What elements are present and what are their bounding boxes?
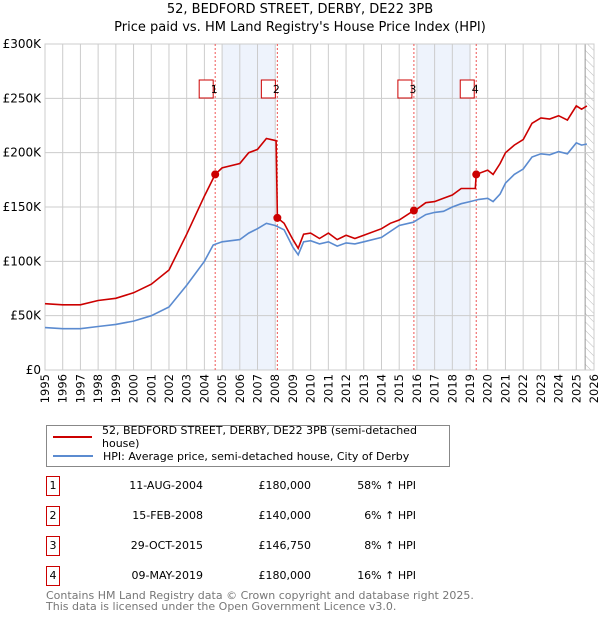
x-tick-label: 2016 <box>410 374 424 403</box>
x-tick-label: 1999 <box>109 374 123 403</box>
plot-border <box>44 43 595 371</box>
sale-number: 2 <box>46 506 60 526</box>
sale-number-box <box>260 79 276 99</box>
sale-price: £180,000 <box>258 479 312 492</box>
x-tick-label: 2025 <box>569 374 583 403</box>
x-tick-label: 2009 <box>286 374 300 403</box>
sale-number-label: 3 <box>409 83 416 96</box>
x-tick-label: 1997 <box>73 374 87 403</box>
x-tick-label: 1995 <box>38 374 52 403</box>
y-tick-label: £150K <box>3 200 43 214</box>
plot-area: 1995 1996 1997 1998 1999 2000 2001 2002 2003 2004… <box>3 37 600 403</box>
sale-number-label: 2 <box>273 83 280 96</box>
sale-hpi-change: 8% ↑ HPI <box>364 539 416 552</box>
sale-row: 4 09-MAY-2019 £180,000 16% ↑ HPI <box>46 566 600 586</box>
x-tick-label: 2006 <box>233 374 247 403</box>
sale-date: 29-OCT-2015 <box>130 539 203 552</box>
x-tick-label: 2007 <box>251 374 265 403</box>
x-tick-label: 2000 <box>127 374 141 403</box>
sale-hpi-change: 58% ↑ HPI <box>357 479 416 492</box>
x-tick-label: 1996 <box>56 374 70 403</box>
legend-label-property: 52, BEDFORD STREET, DERBY, DE22 3PB (sem… <box>102 424 417 450</box>
x-tick-label: 2026 <box>587 374 600 403</box>
x-tick-label: 2014 <box>374 374 388 403</box>
y-tick-label: £100K <box>3 254 43 268</box>
x-tick-label: 2008 <box>268 374 282 403</box>
x-tick-label: 2020 <box>481 374 495 403</box>
x-tick-label: 2012 <box>339 374 353 403</box>
sale-row: 1 11-AUG-2004 £180,000 58% ↑ HPI <box>46 476 600 496</box>
sale-number: 4 <box>46 566 60 586</box>
legend: 52, BEDFORD STREET, DERBY, DE22 3PB (sem… <box>46 424 450 467</box>
sale-row: 3 29-OCT-2015 £146,750 8% ↑ HPI <box>46 536 600 556</box>
sale-price: £146,750 <box>258 539 312 552</box>
property-price-line <box>44 104 588 306</box>
sale-number-box <box>397 79 413 99</box>
sale-date: 09-MAY-2019 <box>131 569 203 582</box>
x-tick-label: 2017 <box>428 374 442 403</box>
sale-number: 1 <box>46 476 60 496</box>
sale-hpi-change: 6% ↑ HPI <box>364 509 416 522</box>
sale-hpi-change: 16% ↑ HPI <box>357 569 416 582</box>
sale-marker <box>409 206 418 215</box>
x-tick-label: 2005 <box>215 374 229 403</box>
x-tick-label: 2003 <box>180 374 194 403</box>
sale-number-box <box>198 79 214 99</box>
footer-copyright: Contains HM Land Registry data © Crown c… <box>46 589 474 602</box>
y-tick-label: £300K <box>3 37 43 51</box>
x-tick-label: 2011 <box>321 374 335 403</box>
sale-date: 11-AUG-2004 <box>129 479 203 492</box>
x-tick-label: 2018 <box>445 374 459 403</box>
sale-marker <box>472 170 481 179</box>
legend-blue-line <box>53 455 93 457</box>
sale-number-label: 1 <box>211 83 218 96</box>
legend-label-hpi: HPI: Average price, semi-detached house,… <box>103 449 410 463</box>
sale-number: 3 <box>46 536 60 556</box>
x-tick-label: 2004 <box>197 374 211 403</box>
x-tick-label: 2019 <box>463 374 477 403</box>
y-tick-label: £200K <box>3 146 43 160</box>
x-tick-label: 1998 <box>91 374 105 403</box>
legend-red-line <box>53 436 92 438</box>
x-tick-label: 2002 <box>162 374 176 403</box>
chart-title: 52, BEDFORD STREET, DERBY, DE22 3PB <box>166 2 434 17</box>
sale-marker <box>273 213 282 222</box>
sale-row: 2 15-FEB-2008 £140,000 6% ↑ HPI <box>46 506 600 526</box>
sale-price: £180,000 <box>258 569 312 582</box>
x-tick-label: 2010 <box>304 374 318 403</box>
sale-marker <box>211 170 220 179</box>
sale-date: 15-FEB-2008 <box>132 509 203 522</box>
x-tick-label: 2022 <box>516 374 530 403</box>
sale-number-box <box>459 79 475 99</box>
x-tick-label: 2024 <box>552 374 566 403</box>
footer-licence: This data is licensed under the Open Gov… <box>46 600 397 613</box>
x-tick-label: 2015 <box>392 374 406 403</box>
chart-subtitle: Price paid vs. HM Land Registry's House … <box>114 20 486 35</box>
y-tick-label: £50K <box>10 309 42 323</box>
x-tick-label: 2023 <box>534 374 548 403</box>
x-tick-label: 2013 <box>357 374 371 403</box>
x-tick-label: 2001 <box>144 374 158 403</box>
sale-price: £140,000 <box>258 509 312 522</box>
y-tick-label: £0 <box>26 363 41 377</box>
sale-number-label: 4 <box>472 83 479 96</box>
hpi-line <box>44 141 588 330</box>
y-tick-label: £250K <box>3 91 43 105</box>
x-tick-label: 2021 <box>498 374 512 403</box>
